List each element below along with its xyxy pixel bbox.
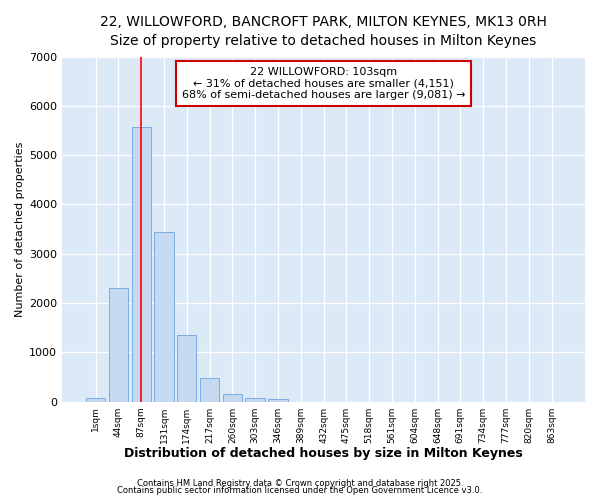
Text: Contains HM Land Registry data © Crown copyright and database right 2025.: Contains HM Land Registry data © Crown c…: [137, 478, 463, 488]
Bar: [223, 394, 242, 402]
Bar: [109, 288, 128, 402]
Text: 22 WILLOWFORD: 103sqm
← 31% of detached houses are smaller (4,151)
68% of semi-d: 22 WILLOWFORD: 103sqm ← 31% of detached …: [182, 67, 466, 100]
Y-axis label: Number of detached properties: Number of detached properties: [15, 142, 25, 317]
Bar: [200, 378, 219, 402]
Bar: [245, 398, 265, 402]
Text: Contains public sector information licensed under the Open Government Licence v3: Contains public sector information licen…: [118, 486, 482, 495]
Bar: [177, 335, 196, 402]
Bar: [86, 398, 105, 402]
Bar: [154, 232, 173, 402]
Bar: [131, 126, 151, 402]
X-axis label: Distribution of detached houses by size in Milton Keynes: Distribution of detached houses by size …: [124, 447, 523, 460]
Bar: [268, 399, 287, 402]
Title: 22, WILLOWFORD, BANCROFT PARK, MILTON KEYNES, MK13 0RH
Size of property relative: 22, WILLOWFORD, BANCROFT PARK, MILTON KE…: [100, 15, 547, 48]
